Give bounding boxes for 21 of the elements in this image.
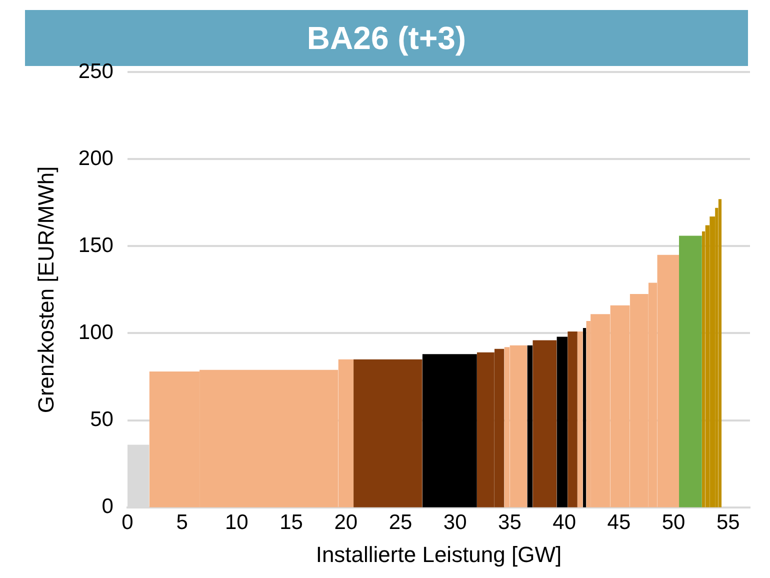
y-tick-label: 50 [90, 408, 114, 432]
x-axis-title: Installierte Leistung [GW] [316, 542, 562, 567]
x-tick-label: 5 [176, 510, 188, 534]
y-tick-label: 200 [78, 146, 114, 170]
x-tick-label: 35 [498, 510, 522, 534]
x-tick-label: 15 [280, 510, 303, 534]
chart-title: BA26 (t+3) [306, 20, 466, 56]
x-tick-label: 45 [607, 510, 631, 534]
x-tick-label: 25 [388, 510, 412, 534]
y-tick-label: 250 [78, 60, 114, 83]
x-tick-label: 55 [716, 510, 740, 534]
y-tick-label: 0 [102, 495, 114, 518]
y-axis-title: Grenzkosten [EUR/MWh] [33, 166, 58, 414]
x-tick-label: 30 [443, 510, 467, 534]
x-tick-label: 10 [224, 510, 248, 534]
x-tick-label: 50 [662, 510, 686, 534]
y-tick-label: 100 [78, 321, 114, 344]
x-tick-label: 20 [334, 510, 358, 534]
x-tick-label: 40 [552, 510, 576, 534]
x-tick-label: 0 [122, 510, 134, 534]
y-tick-label: 150 [78, 234, 114, 257]
